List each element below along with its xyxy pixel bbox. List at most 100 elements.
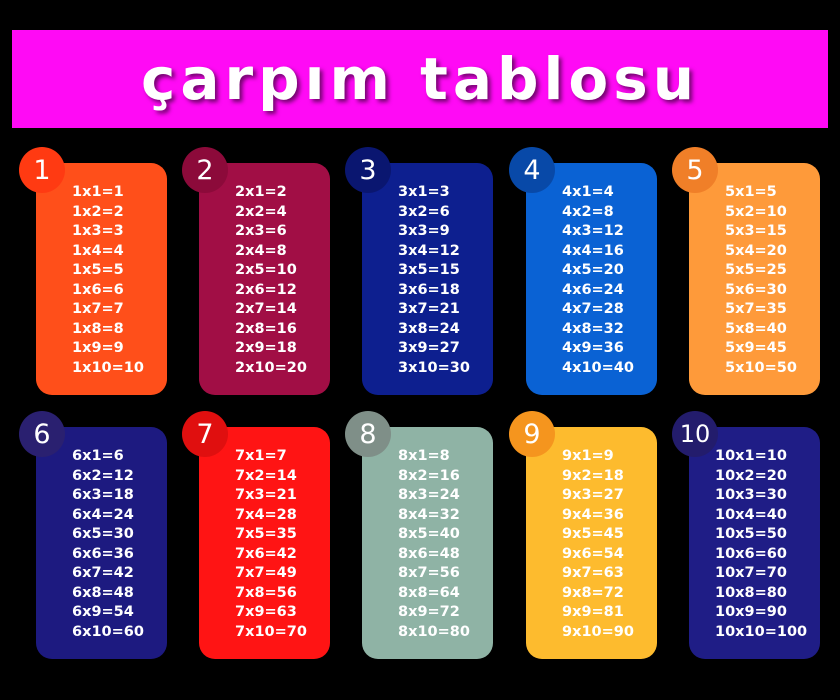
- multiplication-line: 6x4=24: [72, 506, 134, 523]
- multiplication-line: 10x7=70: [715, 565, 787, 581]
- multiplication-line: 2x9=18: [235, 340, 297, 356]
- multiplication-line: 6x9=54: [72, 604, 134, 620]
- multiplication-lines: 2x1=2 2x2=4 2x3=6 2x4=8 2x5=10 2x6=12 2x7=14 2x…: [235, 183, 307, 378]
- multiplication-line: 3x7=21: [398, 301, 460, 317]
- multiplication-lines: 4x1=4 4x2=8 4x3=12 4x4=16 4x5=20 4x6=24 4x7=28…: [562, 183, 634, 378]
- multiplication-line: 5x7=35: [725, 301, 787, 317]
- multiplication-line: 8x7=56: [398, 565, 460, 581]
- multiplication-line: 8x9=72: [398, 604, 460, 620]
- multiplication-line: 6x6=36: [72, 545, 134, 562]
- table-card-9: 9 9x1=9 9x2=18 9x3=27 9x4=36 9x5=45 9x6=54 9x7=…: [509, 411, 657, 659]
- multiplication-line: 9x6=54: [562, 545, 624, 562]
- multiplication-line: 8x2=16: [398, 467, 460, 484]
- table-card-5: 5 5x1=5 5x2=10 5x3=15 5x4=20 5x5=25 5x6=30 5x7=…: [672, 147, 820, 395]
- multiplication-line: 6x5=30: [72, 526, 134, 542]
- multiplication-line: 1x4=4: [72, 242, 124, 259]
- table-card-4: 4 4x1=4 4x2=8 4x3=12 4x4=16 4x5=20 4x6=24 4x7=2…: [509, 147, 657, 395]
- multiplication-line: 5x8=40: [725, 320, 787, 337]
- multiplication-line: 5x3=15: [725, 223, 787, 239]
- number-badge: 6: [19, 411, 65, 457]
- multiplication-line: 9x3=27: [562, 487, 624, 503]
- table-card-8: 8 8x1=8 8x2=16 8x3=24 8x4=32 8x5=40 8x6=48 8x7=…: [345, 411, 493, 659]
- multiplication-line: 8x5=40: [398, 526, 460, 542]
- multiplication-line: 5x10=50: [725, 359, 797, 376]
- multiplication-lines: 3x1=3 3x2=6 3x3=9 3x4=12 3x5=15 3x6=18 3x7=21 3…: [398, 183, 470, 378]
- multiplication-line: 3x4=12: [398, 242, 460, 259]
- multiplication-line: 10x5=50: [715, 526, 787, 542]
- number-badge: 3: [345, 147, 391, 193]
- multiplication-line: 8x4=32: [398, 506, 460, 523]
- multiplication-line: 9x9=81: [562, 604, 624, 620]
- multiplication-line: 9x8=72: [562, 584, 624, 601]
- multiplication-lines: 6x1=6 6x2=12 6x3=18 6x4=24 6x5=30 6x6=36 6x7=4…: [72, 447, 144, 642]
- multiplication-line: 5x1=5: [725, 184, 777, 200]
- number-badge: 9: [509, 411, 555, 457]
- multiplication-lines: 9x1=9 9x2=18 9x3=27 9x4=36 9x5=45 9x6=54 9x7=6…: [562, 447, 634, 642]
- multiplication-line: 6x8=48: [72, 584, 134, 601]
- multiplication-line: 7x4=28: [235, 506, 297, 523]
- table-card-3: 3 3x1=3 3x2=6 3x3=9 3x4=12 3x5=15 3x6=18 3x7=21…: [345, 147, 493, 395]
- multiplication-line: 3x2=6: [398, 203, 450, 220]
- multiplication-lines: 8x1=8 8x2=16 8x3=24 8x4=32 8x5=40 8x6=48 8x7=5…: [398, 447, 470, 642]
- multiplication-line: 3x6=18: [398, 281, 460, 298]
- multiplication-line: 4x6=24: [562, 281, 624, 298]
- multiplication-line: 9x1=9: [562, 448, 614, 464]
- multiplication-line: 6x2=12: [72, 467, 134, 484]
- multiplication-line: 7x5=35: [235, 526, 297, 542]
- multiplication-line: 2x7=14: [235, 301, 297, 317]
- multiplication-lines: 10x1=10 10x2=20 10x3=30 10x4=40 10x5=50 10x6=…: [715, 447, 807, 642]
- multiplication-line: 2x8=16: [235, 320, 297, 337]
- multiplication-line: 7x10=70: [235, 623, 307, 640]
- multiplication-line: 1x2=2: [72, 203, 124, 220]
- multiplication-line: 8x6=48: [398, 545, 460, 562]
- multiplication-line: 2x6=12: [235, 281, 297, 298]
- multiplication-line: 2x1=2: [235, 184, 287, 200]
- number-badge: 2: [182, 147, 228, 193]
- multiplication-line: 8x1=8: [398, 448, 450, 464]
- table-card-10: 10 10x1=10 10x2=20 10x3=30 10x4=40 10x5=50 10x…: [672, 411, 820, 659]
- multiplication-line: 8x8=64: [398, 584, 460, 601]
- number-badge: 7: [182, 411, 228, 457]
- number-badge: 8: [345, 411, 391, 457]
- multiplication-lines: 1x1=1 1x2=2 1x3=3 1x4=4 1x5=5 1x6=6 1x7=7 1x8=8…: [72, 183, 144, 378]
- number-badge: 10: [672, 411, 718, 457]
- multiplication-line: 1x7=7: [72, 301, 124, 317]
- multiplication-line: 4x7=28: [562, 301, 624, 317]
- multiplication-line: 9x10=90: [562, 623, 634, 640]
- table-card-1: 1 1x1=1 1x2=2 1x3=3 1x4=4 1x5=5 1x6=6 1x7=7 1x8=…: [19, 147, 167, 395]
- multiplication-line: 5x6=30: [725, 281, 787, 298]
- multiplication-line: 3x1=3: [398, 184, 450, 200]
- multiplication-line: 9x4=36: [562, 506, 624, 523]
- multiplication-line: 4x1=4: [562, 184, 614, 200]
- multiplication-line: 4x4=16: [562, 242, 624, 259]
- multiplication-line: 4x10=40: [562, 359, 634, 376]
- multiplication-line: 2x5=10: [235, 262, 297, 278]
- multiplication-line: 2x2=4: [235, 203, 287, 220]
- multiplication-lines: 7x1=7 7x2=14 7x3=21 7x4=28 7x5=35 7x6=42 7x7=4…: [235, 447, 307, 642]
- multiplication-line: 1x9=9: [72, 340, 124, 356]
- multiplication-line: 4x9=36: [562, 340, 624, 356]
- multiplication-line: 7x6=42: [235, 545, 297, 562]
- multiplication-line: 4x8=32: [562, 320, 624, 337]
- multiplication-line: 7x7=49: [235, 565, 297, 581]
- multiplication-line: 10x8=80: [715, 584, 787, 601]
- multiplication-line: 5x9=45: [725, 340, 787, 356]
- multiplication-line: 9x5=45: [562, 526, 624, 542]
- multiplication-line: 10x2=20: [715, 467, 787, 484]
- multiplication-line: 3x9=27: [398, 340, 460, 356]
- multiplication-line: 6x10=60: [72, 623, 144, 640]
- multiplication-line: 2x3=6: [235, 223, 287, 239]
- multiplication-line: 6x3=18: [72, 487, 134, 503]
- multiplication-line: 9x7=63: [562, 565, 624, 581]
- multiplication-line: 1x10=10: [72, 359, 144, 376]
- multiplication-line: 6x1=6: [72, 448, 124, 464]
- multiplication-line: 3x8=24: [398, 320, 460, 337]
- table-card-7: 7 7x1=7 7x2=14 7x3=21 7x4=28 7x5=35 7x6=42 7x7=…: [182, 411, 330, 659]
- multiplication-line: 6x7=42: [72, 565, 134, 581]
- number-badge: 1: [19, 147, 65, 193]
- multiplication-line: 3x3=9: [398, 223, 450, 239]
- title-banner: çarpım tablosu: [12, 30, 828, 128]
- multiplication-line: 10x6=60: [715, 545, 787, 562]
- multiplication-line: 9x2=18: [562, 467, 624, 484]
- multiplication-line: 2x4=8: [235, 242, 287, 259]
